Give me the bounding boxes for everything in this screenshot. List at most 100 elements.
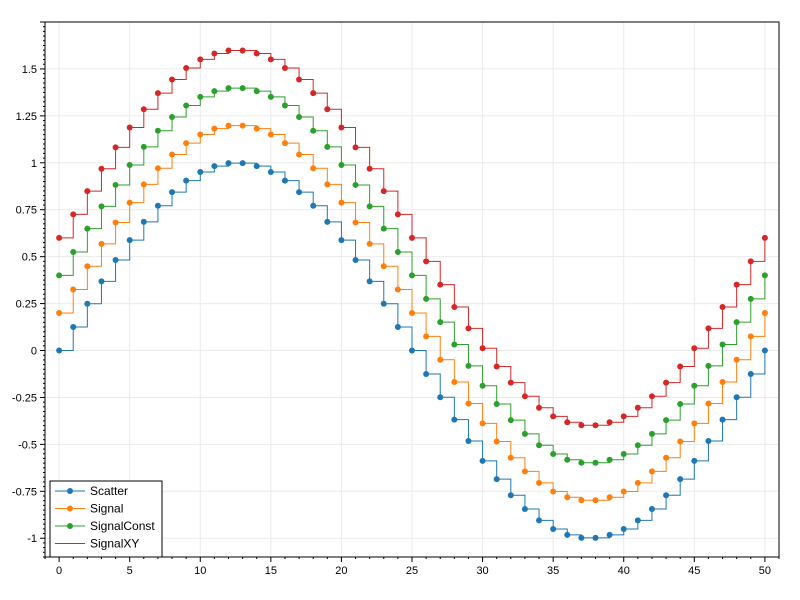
data-point <box>253 125 260 132</box>
data-point <box>225 85 232 92</box>
data-point <box>733 281 740 288</box>
data-point <box>536 479 543 486</box>
data-point <box>437 281 444 288</box>
data-point <box>479 345 486 352</box>
data-point <box>409 309 415 316</box>
data-point <box>310 202 317 209</box>
data-point <box>521 430 528 437</box>
data-point <box>493 476 500 483</box>
data-point <box>606 419 613 426</box>
data-point <box>423 258 430 265</box>
data-point <box>380 225 387 232</box>
data-point <box>169 151 176 158</box>
data-point <box>140 218 147 225</box>
x-tick-label: 20 <box>335 565 347 577</box>
data-point <box>394 324 401 331</box>
data-point <box>84 188 91 195</box>
y-tick-label: 1.5 <box>22 64 37 76</box>
data-point <box>56 347 63 354</box>
data-point <box>761 272 768 279</box>
data-point <box>648 393 655 400</box>
data-point <box>267 131 274 138</box>
data-point <box>380 188 387 195</box>
data-point <box>437 356 444 363</box>
data-point <box>409 272 415 279</box>
data-point <box>677 476 684 483</box>
data-point <box>366 240 373 247</box>
data-point <box>437 394 444 401</box>
data-point <box>620 488 627 495</box>
data-point <box>126 237 133 244</box>
x-tick-label: 0 <box>56 565 62 577</box>
data-point <box>394 248 401 255</box>
data-point <box>310 165 317 172</box>
data-point <box>70 248 77 255</box>
data-point <box>366 278 373 285</box>
data-point <box>154 127 161 134</box>
data-point <box>70 286 77 293</box>
data-point <box>380 263 387 270</box>
data-point <box>352 219 359 226</box>
x-tick-label: 45 <box>688 565 700 577</box>
legend-swatch-marker <box>67 505 73 512</box>
data-point <box>451 341 458 348</box>
data-point <box>705 400 712 407</box>
data-point <box>465 362 472 369</box>
data-point <box>169 76 176 83</box>
data-point <box>169 189 176 196</box>
y-tick-label: 1.25 <box>16 111 37 123</box>
data-point <box>84 300 91 307</box>
data-point <box>253 88 260 95</box>
data-point <box>126 199 133 206</box>
data-point <box>281 177 288 184</box>
data-point <box>747 258 754 265</box>
legend-label: SignalConst <box>90 519 155 533</box>
data-point <box>296 189 303 196</box>
legend-label: Scatter <box>90 484 128 498</box>
data-point <box>550 526 557 533</box>
data-point <box>310 127 317 134</box>
data-point <box>338 199 345 206</box>
data-point <box>239 85 246 92</box>
data-point <box>733 319 740 326</box>
y-tick-label: 0.5 <box>22 252 37 264</box>
x-tick-label: 5 <box>127 565 133 577</box>
data-point <box>211 163 218 170</box>
data-point <box>423 333 430 340</box>
data-point <box>211 125 218 132</box>
data-point <box>592 459 599 466</box>
x-axis: 0 5 10 15 20 25 30 35 40 45 50 <box>44 557 780 577</box>
data-point <box>620 450 627 457</box>
data-point <box>281 64 288 71</box>
legend-item: Signal <box>55 502 123 516</box>
data-point <box>465 400 472 407</box>
data-point <box>239 47 246 54</box>
data-point <box>56 272 63 279</box>
x-tick-label: 40 <box>618 565 630 577</box>
data-point <box>225 122 232 129</box>
data-point <box>409 347 415 354</box>
data-point <box>84 225 91 232</box>
y-tick-label: 0 <box>31 346 37 358</box>
data-point <box>663 492 670 499</box>
data-point <box>451 379 458 386</box>
data-point <box>606 494 613 501</box>
data-point <box>691 382 698 389</box>
data-point <box>451 303 458 310</box>
data-point <box>663 379 670 386</box>
x-tick-label: 15 <box>265 565 277 577</box>
data-point <box>239 160 246 167</box>
y-tick-label: -1 <box>27 533 37 545</box>
data-point <box>56 234 63 241</box>
data-point <box>140 106 147 113</box>
data-point <box>507 454 514 461</box>
data-point <box>761 347 768 354</box>
legend-label: Signal <box>90 502 123 516</box>
legend-item: SignalConst <box>55 519 155 533</box>
series-signal <box>56 122 768 504</box>
data-point <box>620 526 627 533</box>
data-point <box>677 401 684 408</box>
data-point <box>366 203 373 210</box>
data-point <box>592 534 599 541</box>
